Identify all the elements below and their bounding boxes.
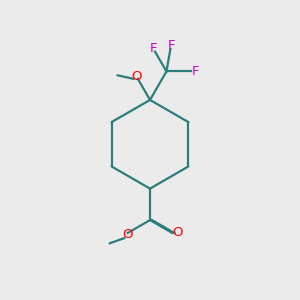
Text: O: O — [172, 226, 183, 239]
Text: O: O — [131, 70, 142, 83]
Text: F: F — [192, 65, 200, 78]
Text: F: F — [150, 42, 157, 55]
Text: F: F — [168, 39, 176, 52]
Text: O: O — [122, 228, 133, 241]
